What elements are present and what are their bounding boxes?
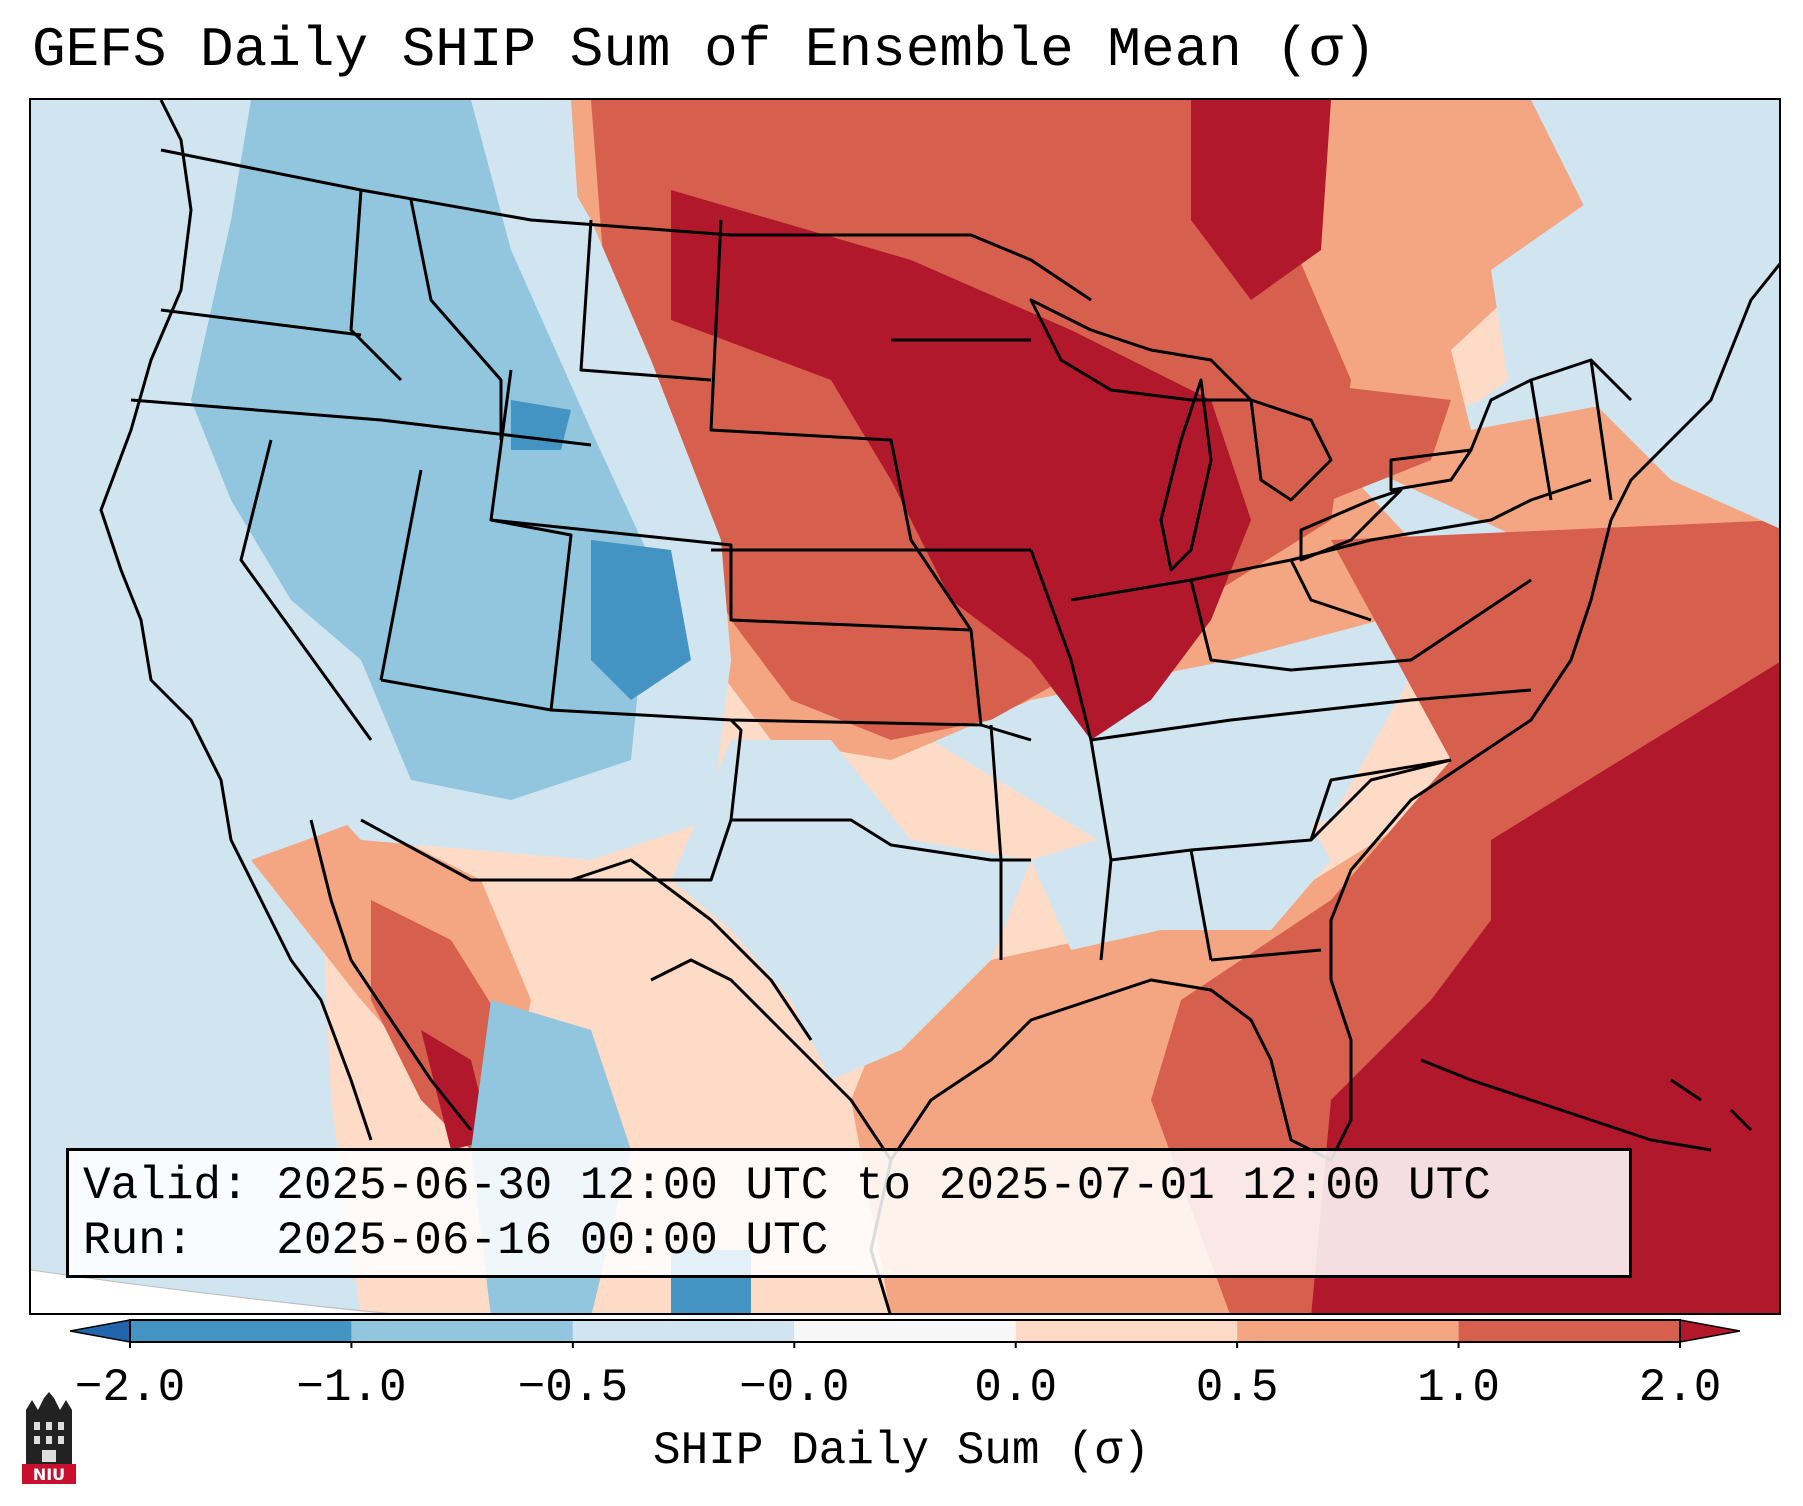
niu-logo: NIU xyxy=(22,1392,76,1484)
state-border xyxy=(409,199,503,440)
colorbar-segment xyxy=(1237,1320,1459,1342)
colorbar-segment xyxy=(1458,1320,1680,1342)
state-border xyxy=(1190,758,1452,852)
state-border xyxy=(1289,559,1372,622)
colorbar-extend-low xyxy=(70,1319,131,1343)
colorbar-segment xyxy=(794,1320,1016,1342)
state-border xyxy=(1589,359,1613,501)
field-region-dark-red xyxy=(1191,100,1331,300)
coastline-islands xyxy=(1670,1078,1753,1132)
colorbar-segment xyxy=(572,1320,795,1342)
colorbar-segment xyxy=(1015,1320,1238,1342)
colorbar-segment xyxy=(130,1320,352,1342)
coastline-mexico-gulf xyxy=(650,958,893,1161)
state-border xyxy=(130,398,592,447)
colorbar-tick-label: 0.0 xyxy=(974,1362,1058,1414)
colorbar-segment xyxy=(351,1320,573,1342)
colorbar-label: SHIP Daily Sum (σ) xyxy=(653,1425,1150,1477)
state-border xyxy=(571,818,1031,882)
lake-huron xyxy=(1249,398,1333,502)
field-region-medium-red xyxy=(1271,380,1451,500)
colorbar-tick-label: −0.5 xyxy=(517,1362,629,1414)
lake-erie xyxy=(1299,488,1403,562)
state-border xyxy=(1090,688,1532,742)
valid-time-text: Valid: 2025-06-30 12:00 UTC to 2025-07-0… xyxy=(83,1160,1491,1212)
border-us-mexico xyxy=(360,818,813,1041)
state-border xyxy=(239,439,373,741)
colorbar-tick-label: −0.0 xyxy=(739,1362,850,1414)
state-border xyxy=(1210,948,1322,962)
state-border xyxy=(379,469,423,681)
field-region-dark-red xyxy=(421,1030,491,1150)
ship-field-map xyxy=(31,100,1779,1313)
state-border xyxy=(989,724,1003,960)
colorbar xyxy=(70,1319,1740,1348)
colorbar-tick-label: 2.0 xyxy=(1638,1362,1722,1414)
state-border xyxy=(1189,578,1532,672)
state-border xyxy=(579,219,712,382)
state-border xyxy=(729,718,743,821)
state-border xyxy=(1529,379,1553,501)
state-border xyxy=(349,189,403,382)
state-border xyxy=(489,369,573,711)
map-title: GEFS Daily SHIP Sum of Ensemble Mean (σ) xyxy=(32,18,1377,82)
info-box: Valid: 2025-06-30 12:00 UTC to 2025-07-0… xyxy=(66,1148,1632,1278)
coastline-atlantic xyxy=(1609,262,1779,521)
run-time-text: Run: 2025-06-16 00:00 UTC xyxy=(83,1215,829,1267)
lake-michigan xyxy=(1159,378,1213,572)
field-region-dark-blue xyxy=(591,540,691,700)
coastline-cuba xyxy=(1420,1058,1712,1152)
state-border xyxy=(709,219,983,726)
coastline-pacific xyxy=(99,100,373,1141)
state-border xyxy=(490,518,972,632)
map-panel[interactable] xyxy=(29,98,1781,1315)
field-region-light-blue xyxy=(1491,100,1779,530)
field-region-medium-blue xyxy=(191,100,651,800)
lake-ontario xyxy=(1389,448,1473,492)
state-border xyxy=(1309,758,1452,841)
colorbar-extend-high xyxy=(1679,1319,1740,1343)
state-border xyxy=(1070,558,1292,602)
colorbar-tick-label: 0.5 xyxy=(1195,1362,1279,1414)
colorbar-tick-label: 1.0 xyxy=(1417,1362,1500,1414)
boundaries xyxy=(99,100,1779,1313)
field-region-light-blue xyxy=(671,740,1031,1080)
colorbar-outline xyxy=(129,1319,1681,1343)
svg-text:NIU: NIU xyxy=(33,1465,65,1484)
coastline-baja xyxy=(309,819,473,1131)
field-region-dark-red xyxy=(671,190,1251,740)
domain-edge xyxy=(31,1269,390,1313)
colorbar-tick-label: −2.0 xyxy=(74,1362,186,1414)
state-border xyxy=(160,308,362,337)
colorbar-tick-label: −1.0 xyxy=(296,1362,407,1414)
